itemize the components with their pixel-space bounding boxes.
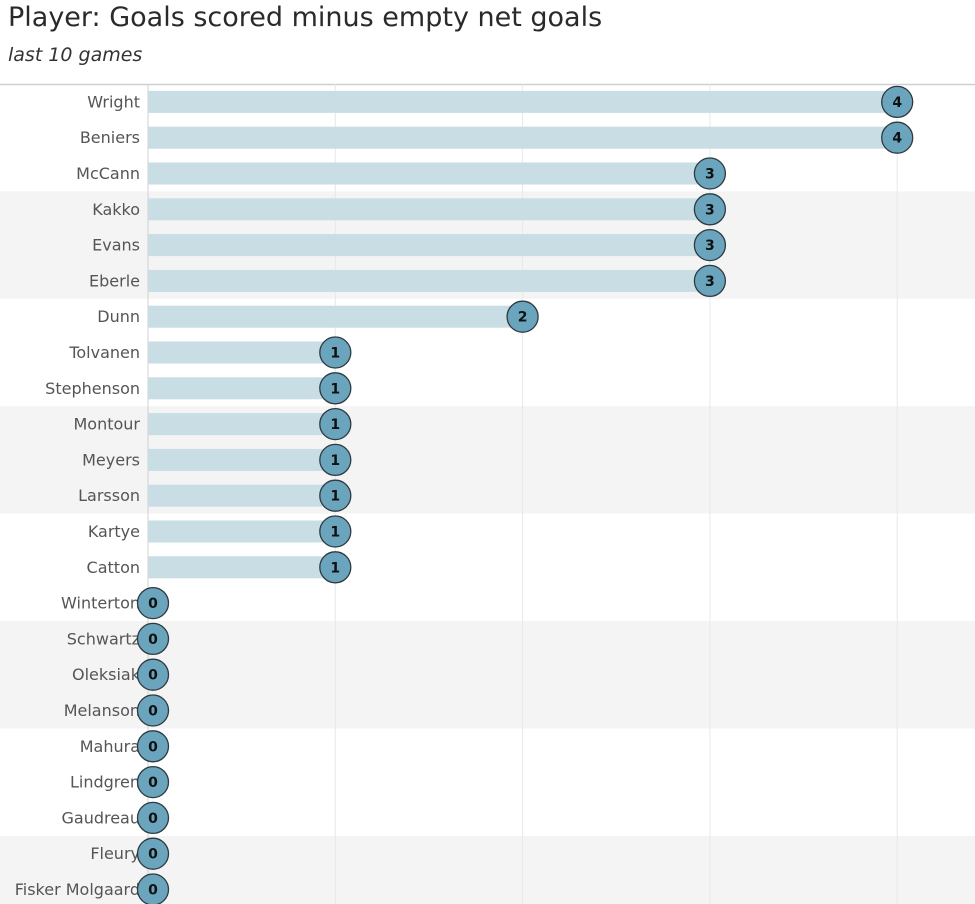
- data-label: 1: [330, 525, 340, 541]
- value-marker: [136, 765, 170, 799]
- data-label: 0: [148, 847, 158, 863]
- data-label: 3: [705, 202, 715, 218]
- data-label: 0: [148, 704, 158, 720]
- data-label: 2: [518, 310, 528, 326]
- value-marker: [136, 694, 170, 727]
- value-marker: [319, 443, 352, 477]
- category-label: Larsson: [78, 486, 140, 505]
- value-marker: [693, 193, 727, 226]
- category-label: Evans: [92, 236, 140, 255]
- category-label: Beniers: [80, 128, 140, 147]
- value-marker: [693, 157, 727, 190]
- data-label: 1: [330, 489, 340, 505]
- value-marker: [319, 479, 352, 512]
- category-label: Kakko: [92, 200, 140, 219]
- bar: [148, 484, 336, 507]
- data-label: 3: [705, 274, 715, 290]
- data-label: 1: [330, 381, 340, 397]
- bar: [148, 234, 710, 257]
- data-label: 3: [705, 238, 715, 254]
- category-label: Stephenson: [45, 379, 140, 398]
- bar: [148, 520, 336, 543]
- value-marker: [136, 801, 170, 835]
- data-label: 1: [330, 560, 340, 576]
- value-marker: [136, 837, 170, 870]
- value-marker: [319, 551, 352, 584]
- category-label: Catton: [87, 558, 140, 577]
- bar: [148, 556, 336, 579]
- bar: [148, 305, 523, 328]
- bar: [148, 269, 710, 292]
- bar: [148, 198, 710, 221]
- value-marker: [136, 873, 170, 904]
- value-marker: [693, 228, 727, 262]
- category-label: Oleksiak: [72, 665, 141, 684]
- value-marker: [319, 336, 352, 369]
- data-label: 0: [148, 596, 158, 612]
- category-label: Gaudreau: [61, 808, 140, 827]
- value-marker: [136, 658, 170, 691]
- value-marker: [319, 515, 352, 548]
- category-label: Tolvanen: [68, 343, 140, 362]
- data-label: 0: [148, 668, 158, 684]
- category-label: Fisker Molgaard: [15, 880, 140, 899]
- category-label: Meyers: [82, 450, 140, 469]
- bar: [148, 341, 336, 364]
- data-label: 1: [330, 417, 340, 433]
- value-marker: [881, 121, 914, 154]
- category-label: Winterton: [61, 594, 140, 613]
- data-label: 0: [148, 883, 158, 899]
- bar: [148, 162, 710, 185]
- chart-title: Player: Goals scored minus empty net goa…: [8, 2, 603, 33]
- data-label: 1: [330, 346, 340, 362]
- bar: [148, 90, 898, 113]
- category-label: McCann: [76, 164, 140, 183]
- bar: [148, 377, 336, 400]
- category-label: Eberle: [89, 271, 140, 290]
- value-marker: [136, 622, 170, 656]
- bar: [148, 413, 336, 436]
- bar: [148, 448, 336, 471]
- value-marker: [693, 264, 727, 298]
- category-label: Lindgren: [70, 773, 140, 792]
- row-band: [0, 406, 975, 514]
- data-label: 0: [148, 739, 158, 755]
- category-label: Wright: [87, 92, 140, 111]
- data-label: 0: [148, 775, 158, 791]
- data-label: 3: [705, 167, 715, 183]
- chart-subtitle: last 10 games: [8, 44, 143, 66]
- value-marker: [506, 300, 539, 333]
- data-label: 1: [330, 453, 340, 469]
- category-label: Kartye: [88, 522, 140, 541]
- category-label: Melanson: [64, 701, 140, 720]
- category-label: Schwartz: [67, 629, 140, 648]
- data-label: 4: [892, 131, 902, 147]
- value-marker: [136, 730, 170, 763]
- value-marker: [319, 372, 352, 405]
- value-marker: [319, 407, 352, 441]
- data-label: 0: [148, 632, 158, 648]
- value-marker: [136, 586, 170, 620]
- data-label: 0: [148, 811, 158, 827]
- category-label: Fleury: [90, 844, 140, 863]
- category-label: Mahura: [80, 737, 140, 756]
- category-label: Montour: [73, 415, 140, 434]
- data-label: 4: [892, 95, 902, 111]
- value-marker: [881, 85, 914, 119]
- category-label: Dunn: [97, 307, 140, 326]
- bar: [148, 126, 898, 149]
